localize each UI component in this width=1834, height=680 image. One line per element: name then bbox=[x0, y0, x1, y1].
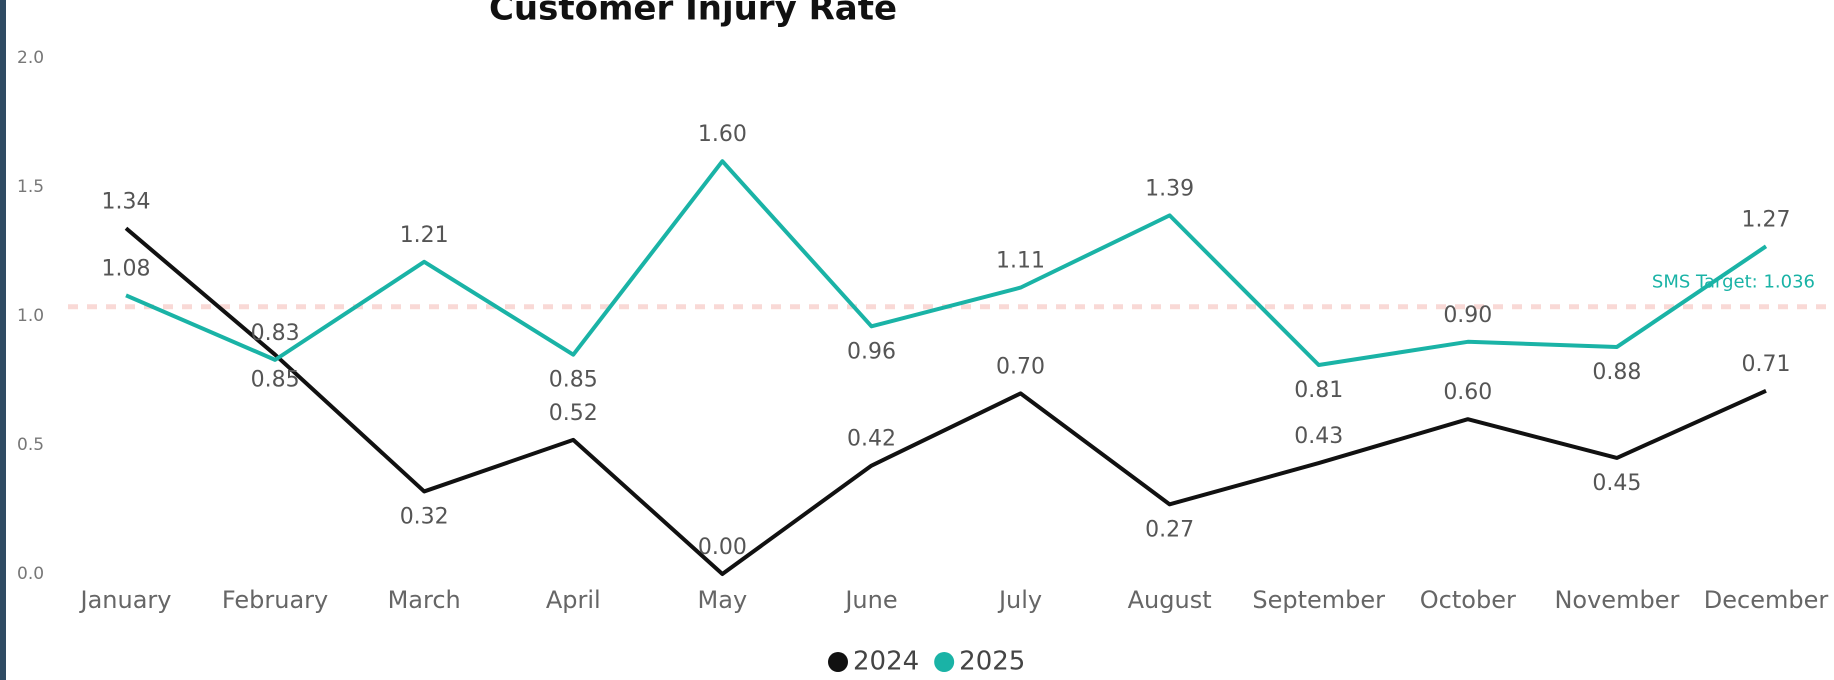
data-label: 0.60 bbox=[1443, 380, 1492, 405]
y-tick-label: 2.0 bbox=[17, 48, 44, 68]
data-label: 1.60 bbox=[698, 122, 747, 147]
legend-swatch bbox=[934, 652, 955, 672]
y-tick-label: 1.0 bbox=[17, 306, 44, 326]
data-label: 0.43 bbox=[1294, 424, 1343, 449]
y-tick-label: 0.0 bbox=[17, 564, 44, 584]
data-label: 0.70 bbox=[996, 354, 1045, 379]
y-tick-label: 0.5 bbox=[17, 435, 44, 455]
x-tick-label: January bbox=[79, 586, 172, 614]
legend-swatch bbox=[828, 652, 848, 672]
x-tick-label: October bbox=[1420, 586, 1516, 614]
data-label: 0.85 bbox=[251, 368, 300, 393]
x-tick-label: December bbox=[1704, 586, 1829, 614]
y-tick-label: 1.5 bbox=[17, 177, 44, 197]
data-label: 0.81 bbox=[1294, 378, 1343, 403]
data-label: 0.90 bbox=[1443, 303, 1492, 328]
x-tick-label: June bbox=[843, 586, 897, 614]
data-label: 0.83 bbox=[251, 321, 300, 346]
x-tick-label: May bbox=[698, 586, 748, 614]
data-label: 1.11 bbox=[996, 249, 1045, 274]
data-label: 0.00 bbox=[698, 535, 747, 560]
x-tick-label: August bbox=[1128, 586, 1212, 614]
data-label: 1.39 bbox=[1145, 176, 1194, 201]
series-line bbox=[125, 159, 1768, 368]
x-tick-label: April bbox=[546, 586, 601, 614]
x-tick-label: September bbox=[1252, 586, 1385, 614]
chart-title: Customer Injury Rate bbox=[489, 0, 897, 29]
target-label: SMS Target: 1.036 bbox=[1652, 272, 1815, 293]
series-line bbox=[124, 226, 1767, 576]
legend-label: 2024 bbox=[853, 647, 919, 677]
data-label: 0.45 bbox=[1592, 471, 1641, 496]
x-tick-label: July bbox=[997, 586, 1042, 614]
data-label: 0.42 bbox=[847, 427, 896, 452]
data-label: 1.34 bbox=[102, 189, 151, 214]
x-tick-label: February bbox=[222, 586, 328, 614]
data-label: 1.27 bbox=[1742, 207, 1791, 232]
data-label: 0.85 bbox=[549, 368, 598, 393]
x-tick-label: March bbox=[388, 586, 461, 614]
data-label: 0.32 bbox=[400, 504, 449, 529]
x-tick-label: November bbox=[1554, 586, 1679, 614]
left-border bbox=[0, 0, 6, 680]
data-label: 0.27 bbox=[1145, 517, 1194, 542]
data-label: 0.96 bbox=[847, 339, 896, 364]
data-label: 0.71 bbox=[1742, 352, 1791, 377]
data-label: 0.88 bbox=[1592, 360, 1641, 385]
data-label: 1.08 bbox=[102, 256, 151, 281]
legend-label: 2025 bbox=[959, 647, 1025, 677]
data-label: 0.52 bbox=[549, 401, 598, 426]
data-label: 1.21 bbox=[400, 223, 449, 248]
